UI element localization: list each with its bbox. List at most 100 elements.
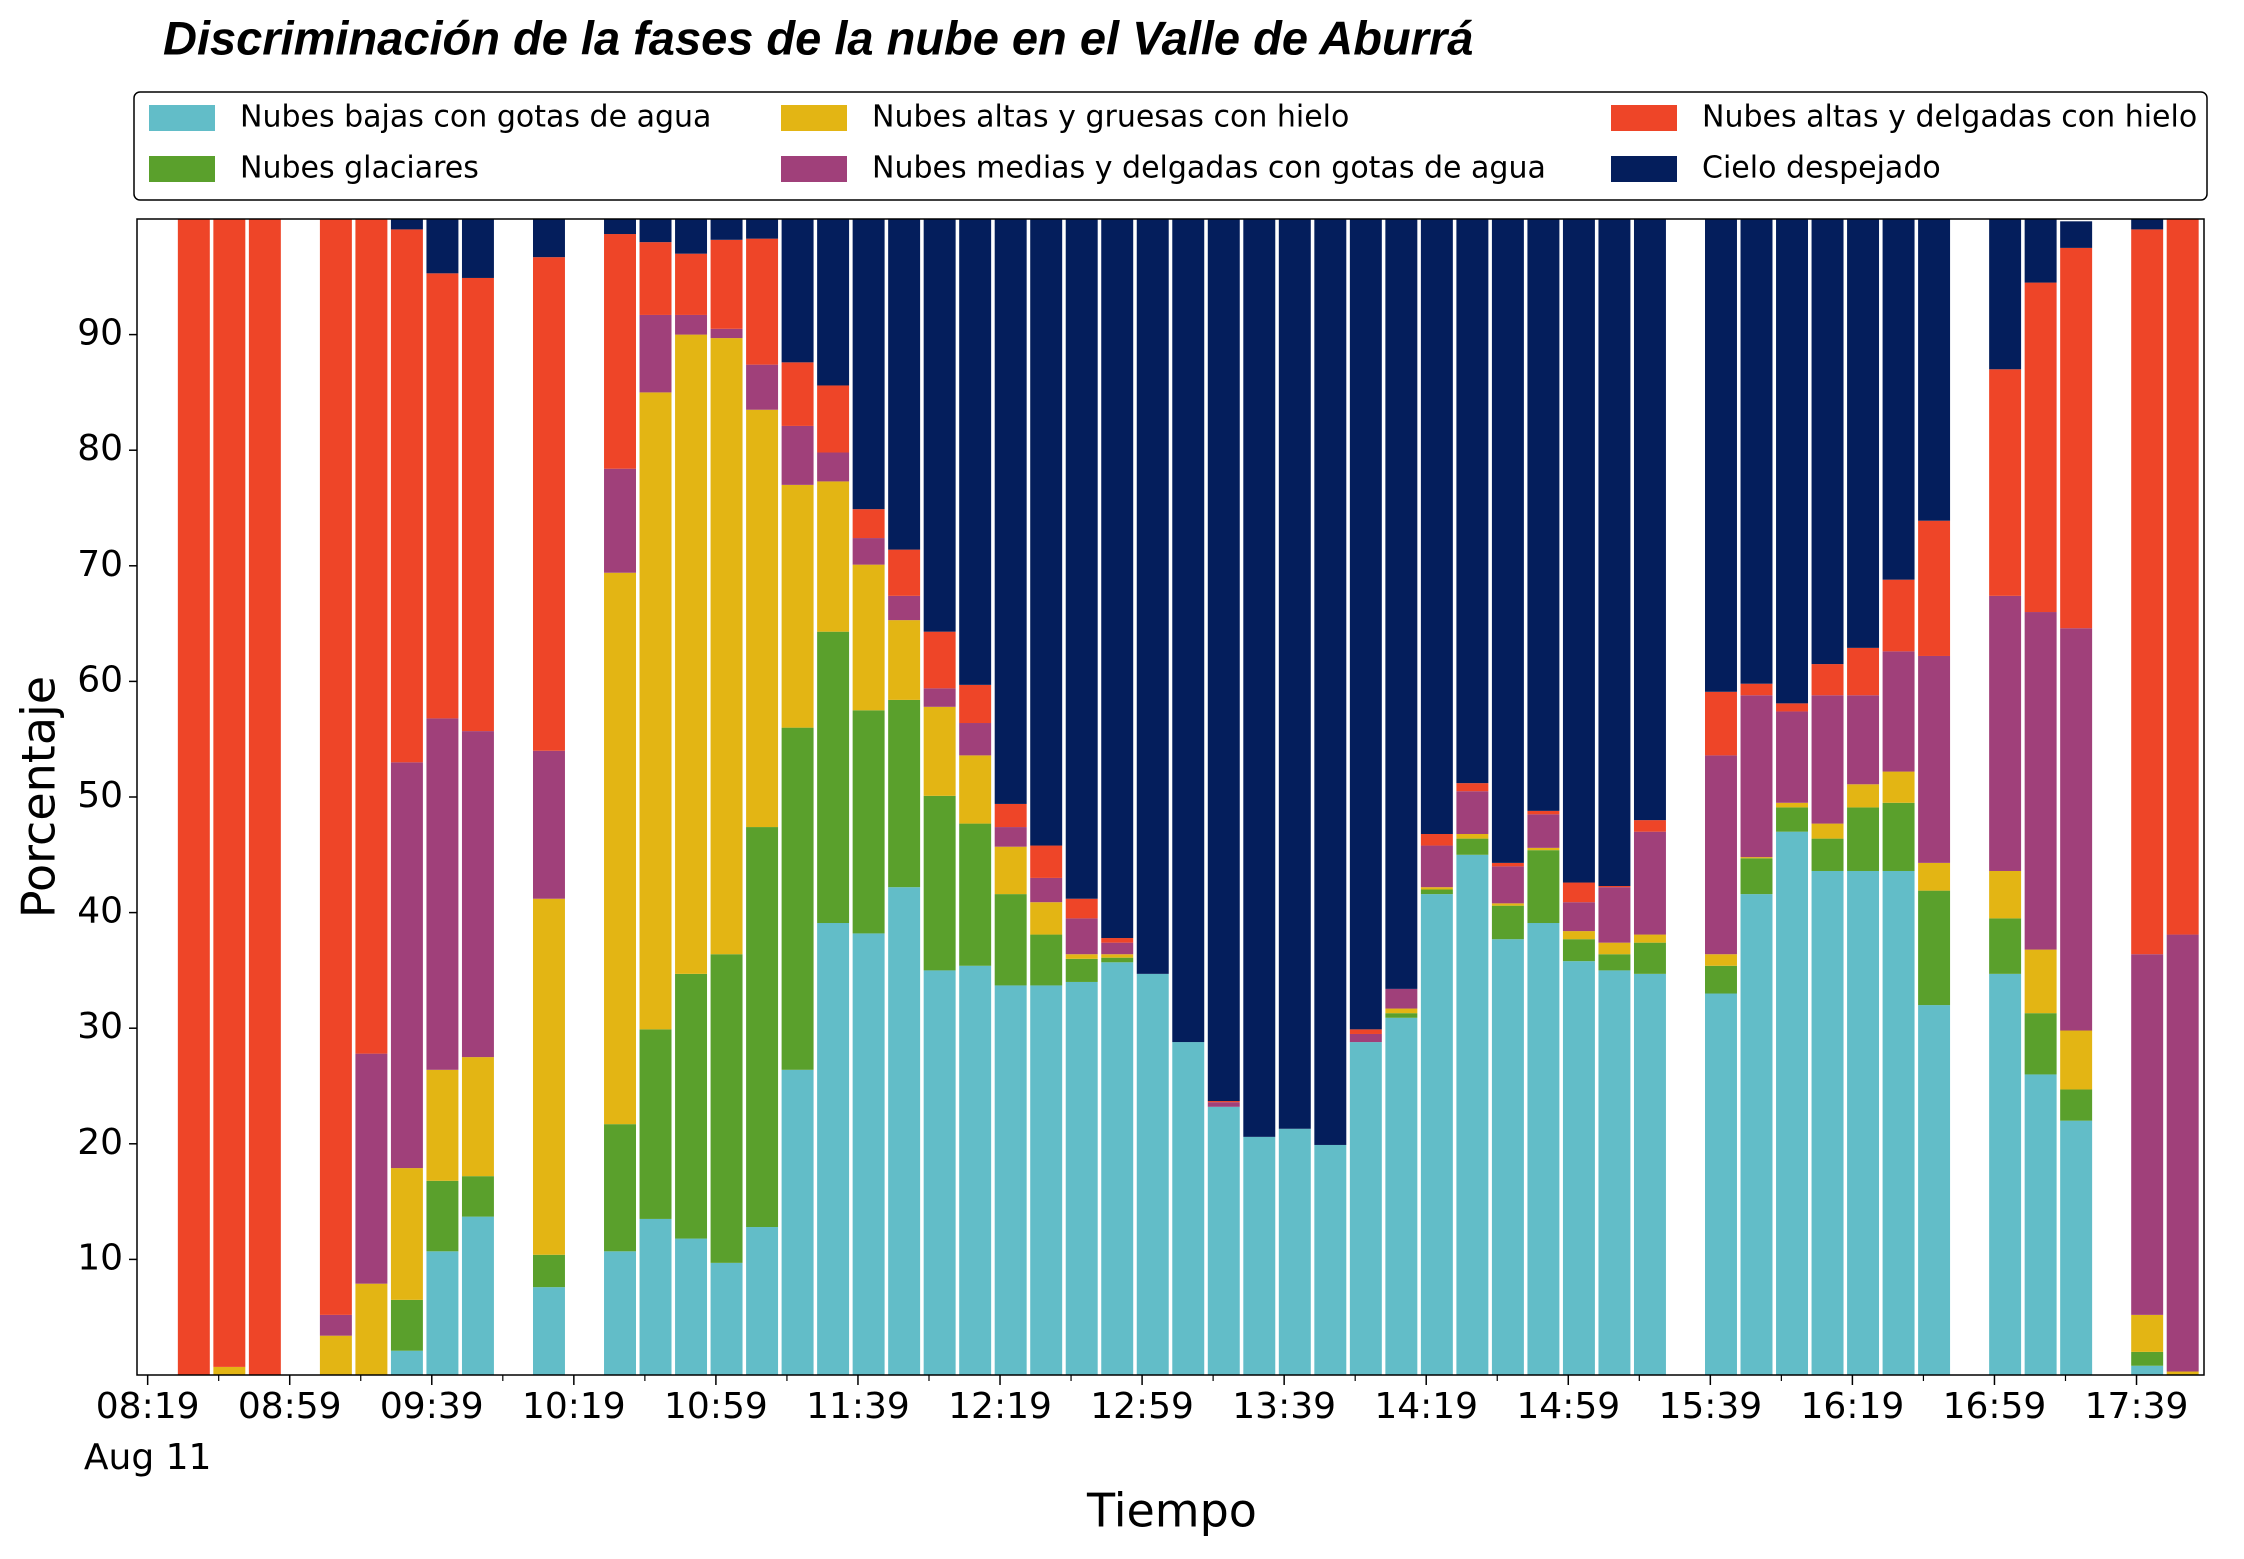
legend-label: Nubes glaciares	[240, 151, 479, 186]
bar-segment	[461, 1057, 494, 1177]
bar-segment	[852, 710, 885, 934]
bar-segment	[1491, 939, 1524, 1375]
bar-segment	[532, 1287, 565, 1375]
bar-segment	[426, 718, 459, 1070]
bar-segment	[1989, 369, 2022, 596]
bar-segment	[1207, 219, 1240, 1102]
bar-segment	[1456, 783, 1489, 792]
bar-segment	[710, 954, 743, 1263]
bar-segment	[1065, 981, 1098, 1375]
bar-segment	[390, 1350, 423, 1375]
bar-segment	[1989, 595, 2022, 871]
bar-segment	[1491, 903, 1524, 906]
bar-segment	[923, 219, 956, 632]
bar-segment	[639, 1029, 672, 1219]
bar-segment	[639, 242, 672, 315]
bar-segment	[426, 1180, 459, 1252]
bar-segment	[213, 219, 246, 1367]
bar-segment	[1385, 219, 1418, 989]
bar-segment	[1562, 931, 1595, 940]
bar-segment	[1811, 823, 1844, 839]
bar-segment	[2060, 247, 2093, 629]
bar-segment	[1633, 934, 1666, 943]
bar-segment	[1598, 970, 1631, 1375]
bar-segment	[959, 219, 992, 685]
bar-segment	[532, 898, 565, 1255]
bar-segment	[1491, 862, 1524, 867]
legend-box	[133, 91, 2208, 201]
bar-segment	[1882, 870, 1915, 1375]
x-tick-label: 12:59	[1090, 1386, 1194, 1427]
bar-segment	[1527, 219, 1560, 811]
bar-segment	[1598, 942, 1631, 955]
bar-segment	[1918, 219, 1951, 521]
bar-segment	[1030, 934, 1063, 986]
bar-segment	[1030, 219, 1063, 846]
bar-segment	[1385, 1008, 1418, 1014]
bar-segment	[781, 362, 814, 426]
bar-segment	[1385, 1017, 1418, 1375]
bar-segment	[1740, 857, 1773, 859]
bar-segment	[1776, 831, 1809, 1375]
bar-segment	[604, 219, 636, 235]
bar-segment	[1065, 958, 1098, 982]
bar-segment	[1776, 711, 1809, 803]
bar-segment	[746, 219, 779, 239]
bar-segment	[1172, 219, 1205, 1043]
bar-segment	[1882, 771, 1915, 803]
bar-segment	[710, 1262, 743, 1375]
bar-segment	[1065, 219, 1098, 899]
bar-segment	[2024, 1074, 2057, 1375]
bar-segment	[2131, 1351, 2164, 1366]
bar-segment	[1065, 954, 1098, 959]
bar-segment	[923, 970, 956, 1375]
bar-segment	[1065, 918, 1098, 955]
bar-segment	[994, 985, 1027, 1375]
bar-segment	[1207, 1101, 1240, 1103]
bar-segment	[1491, 219, 1524, 863]
bar-segment	[604, 468, 636, 573]
bar-segment	[1847, 870, 1880, 1375]
bar-segment	[2166, 1371, 2199, 1375]
bar-segment	[390, 1168, 423, 1300]
bar-segment	[1562, 882, 1595, 903]
bar-segment	[817, 219, 850, 386]
bar-segment	[1243, 219, 1276, 1137]
bar-segment	[888, 887, 921, 1375]
bar-segment	[390, 1299, 423, 1351]
y-tick-label: 30	[77, 1006, 123, 1047]
bar-segment	[532, 1254, 565, 1288]
bar-segment	[426, 1069, 459, 1181]
legend-label: Cielo despejado	[1702, 151, 1941, 186]
bar-segment	[604, 1251, 636, 1375]
bar-segment	[1705, 954, 1737, 966]
bar-segment	[888, 549, 921, 596]
bar-segment	[817, 481, 850, 632]
x-tick-label: 08:59	[238, 1386, 342, 1427]
bar-segment	[959, 965, 992, 1375]
bar-segment	[1882, 219, 1915, 580]
bar-segment	[888, 620, 921, 700]
bar-segment	[1456, 833, 1489, 839]
x-tick-label: 10:59	[664, 1386, 768, 1427]
bar-segment	[888, 219, 921, 550]
bar-segment	[639, 219, 672, 243]
bar-segment	[1101, 938, 1134, 943]
bar-segment	[746, 364, 779, 410]
bar-segment	[1633, 831, 1666, 935]
bar-segment	[675, 1238, 708, 1375]
bar-segment	[852, 564, 885, 711]
bar-segment	[1527, 810, 1560, 815]
bar-segment	[461, 731, 494, 1058]
x-axis-label: Tiempo	[1086, 1484, 1257, 1538]
bar-segment	[1420, 887, 1453, 890]
bar-segment	[1740, 858, 1773, 895]
bar-segment	[817, 923, 850, 1375]
bar-segment	[923, 795, 956, 971]
bar-segment	[1633, 219, 1666, 821]
bar-segment	[1740, 894, 1773, 1375]
bar-segment	[1420, 219, 1453, 834]
bar-segment	[2024, 219, 2057, 283]
bar-segment	[1847, 807, 1880, 871]
bar-segment	[852, 219, 885, 510]
